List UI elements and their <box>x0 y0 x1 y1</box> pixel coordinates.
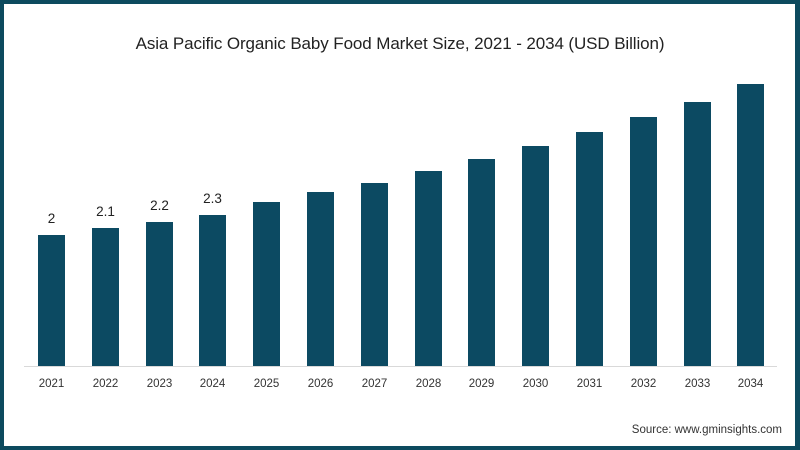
bar-2034 <box>737 84 764 366</box>
x-tick-label-2024: 2024 <box>199 378 226 390</box>
x-axis-line <box>24 366 777 367</box>
x-tick-label-2029: 2029 <box>468 378 495 390</box>
bar-value-label-2024: 2.3 <box>203 191 222 206</box>
x-tick-label-2032: 2032 <box>630 378 657 390</box>
bar-2031 <box>576 132 603 366</box>
bar-2028 <box>415 171 442 366</box>
x-tick-label-2033: 2033 <box>684 378 711 390</box>
source-credit: Source: www.gminsights.com <box>631 424 782 436</box>
bar-2021 <box>38 235 65 366</box>
x-tick-label-2028: 2028 <box>415 378 442 390</box>
bar-2025 <box>253 202 280 366</box>
bar-2024 <box>199 215 226 366</box>
bar-2027 <box>361 183 388 366</box>
bar-2023 <box>146 222 173 366</box>
bar-value-label-2022: 2.1 <box>96 204 115 219</box>
bar-2033 <box>684 102 711 366</box>
chart-title: Asia Pacific Organic Baby Food Market Si… <box>135 34 665 53</box>
bar-2029 <box>468 159 495 366</box>
x-tick-label-2034: 2034 <box>737 378 764 390</box>
bar-value-label-2023: 2.2 <box>150 198 169 213</box>
bar-2022 <box>92 228 119 366</box>
x-tick-label-2025: 2025 <box>253 378 280 390</box>
x-tick-label-2031: 2031 <box>576 378 603 390</box>
x-tick-label-2027: 2027 <box>361 378 388 390</box>
x-tick-label-2026: 2026 <box>307 378 334 390</box>
x-tick-label-2022: 2022 <box>92 378 119 390</box>
bar-2030 <box>522 146 549 366</box>
x-tick-label-2021: 2021 <box>38 378 65 390</box>
bar-2032 <box>630 117 657 366</box>
x-tick-label-2023: 2023 <box>146 378 173 390</box>
bar-2026 <box>307 192 334 366</box>
bar-value-label-2021: 2 <box>47 211 56 226</box>
x-tick-label-2030: 2030 <box>522 378 549 390</box>
